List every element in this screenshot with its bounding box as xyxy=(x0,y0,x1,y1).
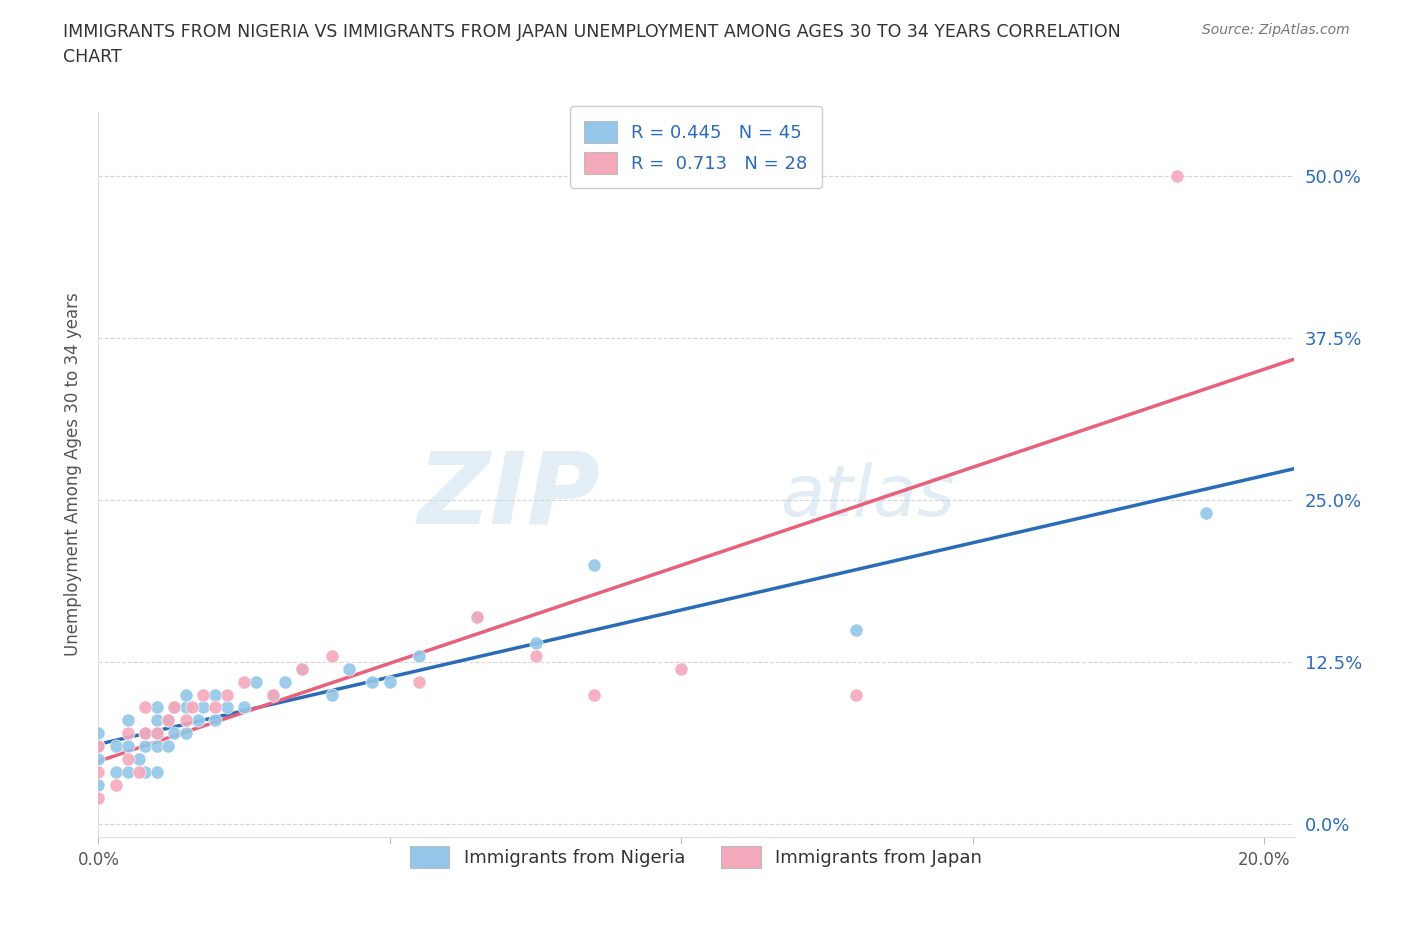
Point xyxy=(582,558,605,573)
Point xyxy=(134,726,156,741)
Point xyxy=(671,661,693,676)
Point xyxy=(145,738,167,753)
Point xyxy=(291,661,314,676)
Point xyxy=(204,687,226,702)
Point xyxy=(134,700,156,715)
Point xyxy=(204,700,226,715)
Point xyxy=(87,726,110,741)
Point xyxy=(215,687,238,702)
Point xyxy=(233,674,256,689)
Text: ZIP: ZIP xyxy=(418,447,600,545)
Text: IMMIGRANTS FROM NIGERIA VS IMMIGRANTS FROM JAPAN UNEMPLOYMENT AMONG AGES 30 TO 3: IMMIGRANTS FROM NIGERIA VS IMMIGRANTS FR… xyxy=(63,23,1121,66)
Point xyxy=(337,661,360,676)
Point xyxy=(174,726,197,741)
Point xyxy=(117,751,139,766)
Point xyxy=(157,713,180,728)
Point xyxy=(291,661,314,676)
Point xyxy=(321,687,343,702)
Point xyxy=(87,738,110,753)
Point xyxy=(87,751,110,766)
Point xyxy=(1166,169,1188,184)
Point xyxy=(378,674,401,689)
Point xyxy=(117,764,139,779)
Point xyxy=(163,726,186,741)
Point xyxy=(408,648,430,663)
Point xyxy=(87,738,110,753)
Point xyxy=(582,687,605,702)
Point xyxy=(180,700,202,715)
Point xyxy=(134,726,156,741)
Point xyxy=(204,713,226,728)
Point xyxy=(174,713,197,728)
Point xyxy=(262,687,284,702)
Point xyxy=(157,713,180,728)
Point xyxy=(1195,506,1218,521)
Point xyxy=(174,700,197,715)
Point xyxy=(233,700,256,715)
Point xyxy=(128,751,150,766)
Point xyxy=(117,726,139,741)
Point xyxy=(104,777,127,792)
Point xyxy=(163,700,186,715)
Point xyxy=(145,764,167,779)
Point xyxy=(524,635,547,650)
Point xyxy=(467,609,489,624)
Point xyxy=(145,700,167,715)
Text: atlas: atlas xyxy=(779,461,955,530)
Point xyxy=(134,764,156,779)
Point xyxy=(104,738,127,753)
Point xyxy=(174,687,197,702)
Point xyxy=(186,713,208,728)
Point xyxy=(524,648,547,663)
Point xyxy=(145,726,167,741)
Point xyxy=(87,790,110,805)
Point xyxy=(163,700,186,715)
Point xyxy=(87,777,110,792)
Point xyxy=(117,713,139,728)
Point xyxy=(134,738,156,753)
Point xyxy=(215,700,238,715)
Point xyxy=(408,674,430,689)
Point xyxy=(361,674,384,689)
Point xyxy=(321,648,343,663)
Point xyxy=(193,700,215,715)
Point xyxy=(104,764,127,779)
Legend: Immigrants from Nigeria, Immigrants from Japan: Immigrants from Nigeria, Immigrants from… xyxy=(402,839,990,875)
Point xyxy=(845,687,868,702)
Point xyxy=(245,674,267,689)
Point xyxy=(87,764,110,779)
Point xyxy=(262,687,284,702)
Point xyxy=(128,764,150,779)
Point xyxy=(117,738,139,753)
Point xyxy=(157,738,180,753)
Point xyxy=(145,726,167,741)
Y-axis label: Unemployment Among Ages 30 to 34 years: Unemployment Among Ages 30 to 34 years xyxy=(65,292,83,657)
Point xyxy=(845,622,868,637)
Point xyxy=(193,687,215,702)
Text: Source: ZipAtlas.com: Source: ZipAtlas.com xyxy=(1202,23,1350,37)
Point xyxy=(145,713,167,728)
Point xyxy=(467,609,489,624)
Point xyxy=(274,674,297,689)
